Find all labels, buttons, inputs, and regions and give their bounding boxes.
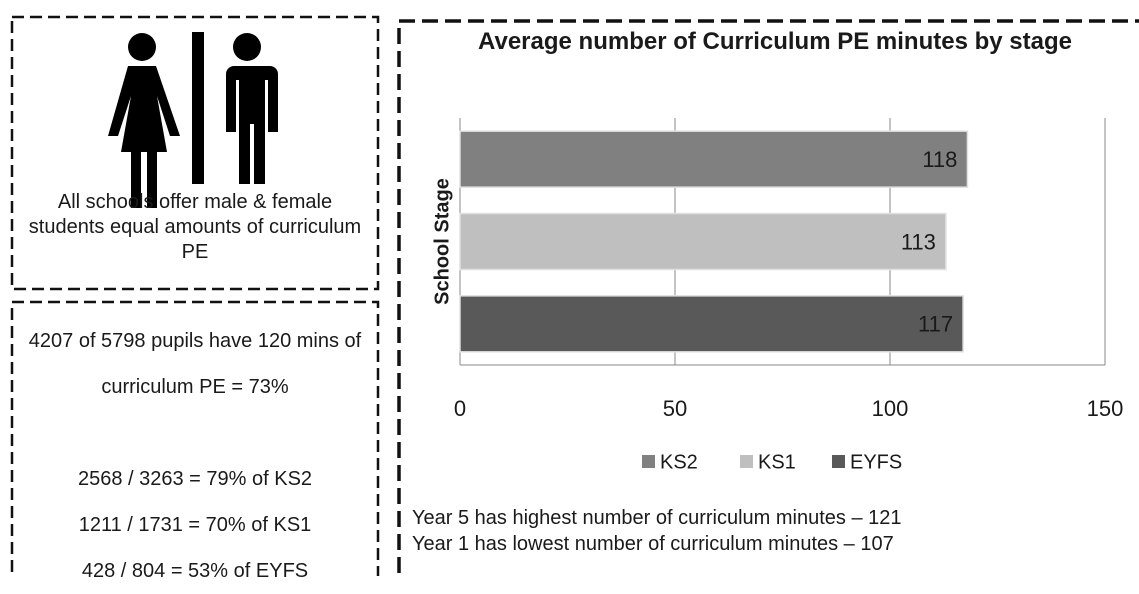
- data-label: 118: [922, 147, 957, 172]
- legend-label: KS2: [660, 451, 698, 473]
- gender-icon: [108, 32, 278, 208]
- info-text: All schools offer male & female students…: [28, 191, 362, 263]
- panel-border: [10, 15, 380, 291]
- notes: Year 5 has highest number of curriculum …: [412, 505, 902, 557]
- stat-line: 1211 / 1731 = 70% of KS1: [78, 514, 312, 536]
- panel-border: [10, 300, 380, 576]
- data-label: 117: [918, 312, 953, 337]
- y-axis-label: School Stage: [431, 178, 453, 305]
- bar: [459, 130, 969, 188]
- spacer: [18, 410, 372, 456]
- x-tick-label: 0: [454, 396, 466, 421]
- legend-swatch: [832, 455, 845, 468]
- legend-swatch: [642, 455, 655, 468]
- x-tick-label: 50: [663, 396, 687, 421]
- page: 0 50 100 150 School Stage 118 113 117 KS2 KS1 EYFS…: [10, 15, 1139, 582]
- x-tick-label: 150: [1087, 396, 1124, 421]
- stat-line: 428 / 804 = 53% of EYFS: [81, 560, 309, 582]
- note: Year 5 has highest number of curriculum …: [412, 507, 902, 529]
- bar: [459, 212, 947, 271]
- x-tick-label: 100: [872, 396, 909, 421]
- data-label: 113: [901, 229, 936, 254]
- note: Year 1 has lowest number of curriculum m…: [412, 533, 894, 555]
- stat-line: 4207 of 5798 pupils have 120 mins of cur…: [28, 330, 362, 398]
- legend-swatch: [740, 455, 753, 468]
- legend-label: KS1: [758, 451, 796, 473]
- legend-label: EYFS: [850, 451, 902, 473]
- chart-title: Average number of Curriculum PE minutes …: [478, 28, 1072, 55]
- bar: [459, 295, 964, 353]
- chart: 0 50 100 150 School Stage 118 113 117 KS2 KS1 EYFS: [10, 15, 1139, 576]
- stat-line: 2568 / 3263 = 79% of KS2: [77, 468, 313, 490]
- stats-list: 4207 of 5798 pupils have 120 mins of cur…: [18, 318, 372, 594]
